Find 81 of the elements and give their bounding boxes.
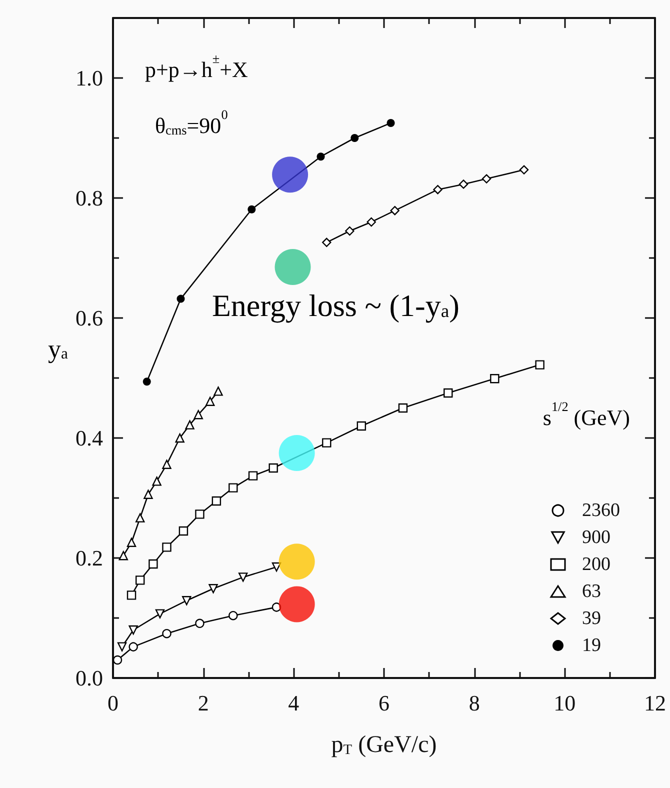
legend-label: 63 bbox=[582, 581, 601, 602]
point bbox=[228, 483, 238, 492]
point bbox=[195, 510, 204, 519]
point bbox=[272, 156, 308, 193]
point bbox=[195, 618, 204, 628]
point bbox=[390, 206, 400, 216]
point bbox=[278, 435, 315, 471]
point bbox=[144, 490, 153, 499]
point bbox=[126, 538, 136, 547]
point bbox=[248, 471, 258, 480]
point bbox=[206, 396, 215, 406]
point bbox=[316, 152, 325, 161]
point bbox=[278, 544, 315, 580]
point bbox=[118, 551, 128, 560]
point bbox=[152, 476, 162, 486]
point bbox=[490, 374, 500, 384]
point bbox=[398, 403, 408, 413]
point bbox=[519, 165, 529, 174]
point bbox=[175, 433, 184, 443]
point bbox=[176, 294, 185, 303]
point bbox=[128, 642, 138, 652]
point bbox=[482, 174, 492, 184]
y-tick-label: 1.0 bbox=[76, 66, 103, 90]
annotation: Energy loss ~ (1-ya) bbox=[212, 288, 460, 323]
point bbox=[212, 496, 222, 506]
point bbox=[194, 410, 203, 420]
point bbox=[274, 249, 311, 285]
y-axis-title: ya bbox=[48, 334, 68, 364]
point bbox=[238, 572, 248, 582]
point bbox=[155, 609, 165, 618]
point bbox=[126, 590, 136, 600]
point bbox=[268, 463, 278, 473]
legend-label: 19 bbox=[582, 635, 601, 656]
x-tick-label: 0 bbox=[108, 690, 118, 716]
point bbox=[386, 119, 395, 127]
point bbox=[162, 460, 172, 469]
point bbox=[272, 562, 282, 572]
y-tick-label: 0.6 bbox=[76, 306, 103, 330]
point bbox=[444, 388, 453, 398]
point bbox=[112, 655, 122, 665]
x-tick-label: 12 bbox=[644, 690, 666, 716]
point bbox=[128, 625, 138, 635]
legend-label: 200 bbox=[582, 554, 610, 575]
point bbox=[142, 378, 151, 386]
point bbox=[433, 185, 442, 194]
y-tick-label: 0.4 bbox=[76, 426, 103, 450]
point bbox=[136, 576, 145, 585]
point bbox=[278, 586, 315, 622]
point bbox=[248, 205, 256, 214]
point bbox=[162, 542, 172, 552]
legend-label: 2360 bbox=[582, 500, 620, 521]
point bbox=[136, 513, 145, 522]
point bbox=[345, 226, 354, 236]
y-tick-label: 0.0 bbox=[76, 666, 103, 690]
legend-label: 900 bbox=[582, 527, 610, 548]
point bbox=[458, 180, 468, 189]
x-axis-title: pT (GeV/c) bbox=[331, 732, 437, 758]
point bbox=[350, 134, 359, 142]
point bbox=[366, 217, 376, 227]
x-tick-label: 4 bbox=[288, 690, 300, 716]
legend-label: 39 bbox=[582, 608, 601, 629]
point bbox=[214, 386, 223, 396]
point bbox=[117, 642, 127, 652]
x-tick-label: 10 bbox=[554, 690, 576, 716]
x-tick-label: 2 bbox=[198, 690, 209, 716]
point bbox=[356, 421, 366, 431]
point bbox=[182, 596, 192, 606]
point bbox=[228, 611, 238, 620]
point bbox=[148, 559, 158, 569]
point bbox=[322, 438, 332, 448]
point bbox=[178, 526, 188, 536]
point bbox=[162, 629, 172, 638]
point bbox=[322, 238, 332, 247]
point bbox=[185, 420, 194, 430]
y-tick-label: 0.2 bbox=[76, 546, 103, 570]
x-tick-label: 8 bbox=[468, 690, 480, 716]
point bbox=[208, 584, 218, 594]
annotation: p+p→h±+X bbox=[145, 51, 248, 82]
x-tick-label: 6 bbox=[378, 690, 390, 716]
y-tick-label: 0.8 bbox=[76, 186, 103, 210]
point bbox=[535, 360, 544, 370]
